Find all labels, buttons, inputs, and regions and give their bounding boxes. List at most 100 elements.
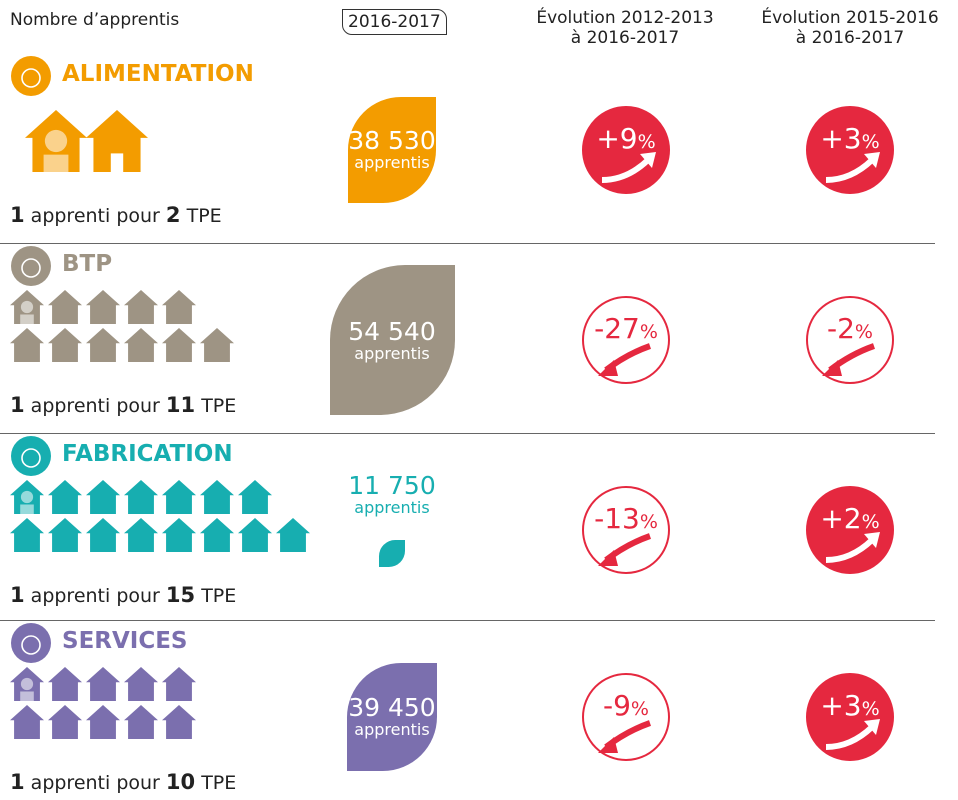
evolution-unit: % bbox=[639, 511, 658, 533]
apprentice-blob bbox=[378, 540, 406, 567]
sector-icon bbox=[11, 56, 51, 96]
apprentice-blob: 38 530 apprentis bbox=[347, 97, 437, 203]
header-line: Évolution 2015-2016 bbox=[761, 8, 939, 28]
separator bbox=[0, 433, 935, 434]
evolution-value: -13% bbox=[584, 502, 668, 535]
evolution-number: -27 bbox=[594, 312, 640, 345]
evolution-arrow bbox=[598, 343, 651, 376]
house bbox=[162, 290, 196, 324]
evolution-badge: +3% bbox=[806, 106, 894, 194]
house bbox=[162, 480, 196, 514]
evolution-unit: % bbox=[861, 698, 880, 720]
separator bbox=[0, 243, 935, 244]
evolution-number: -2 bbox=[827, 312, 855, 345]
icon-glyph bbox=[21, 68, 41, 88]
header-line: à 2016-2017 bbox=[795, 28, 905, 48]
house-door bbox=[110, 153, 124, 172]
ratio-tpe: 15 bbox=[165, 583, 196, 607]
ratio-suffix: TPE bbox=[201, 772, 237, 794]
arrow-head bbox=[864, 152, 880, 168]
ratio-label: apprenti pour bbox=[30, 395, 160, 417]
evolution-number: +9 bbox=[596, 122, 638, 155]
sector-icon bbox=[11, 623, 51, 663]
ratio-suffix: TPE bbox=[201, 395, 237, 417]
separator bbox=[0, 620, 935, 621]
evolution-value: +3% bbox=[808, 689, 892, 722]
house bbox=[10, 518, 44, 552]
ratio-tpe: 10 bbox=[165, 770, 196, 794]
house bbox=[200, 518, 234, 552]
houses bbox=[25, 110, 148, 172]
house bbox=[86, 518, 120, 552]
year-header: 2016-2017 bbox=[342, 9, 447, 35]
evolution-unit: % bbox=[637, 131, 656, 153]
apprentice-count: 39 450 bbox=[348, 693, 436, 723]
apprentice-head bbox=[20, 677, 34, 691]
house bbox=[276, 518, 310, 552]
house bbox=[124, 328, 158, 362]
houses bbox=[10, 290, 234, 362]
evolution-arrow bbox=[825, 532, 880, 563]
evolution-value: +2% bbox=[808, 502, 892, 535]
apprentice-head bbox=[20, 300, 34, 314]
house bbox=[124, 705, 158, 739]
icon-bg bbox=[11, 246, 51, 286]
house bbox=[86, 328, 120, 362]
house bbox=[238, 518, 272, 552]
house bbox=[48, 667, 82, 701]
evolution-arrow bbox=[601, 152, 656, 183]
apprentice-unit: apprentis bbox=[354, 153, 430, 173]
apprentice-head bbox=[44, 129, 68, 153]
house bbox=[200, 328, 234, 362]
evolution-unit: % bbox=[861, 131, 880, 153]
header-line: Évolution 2012-2013 bbox=[536, 8, 714, 28]
apprentice-unit: apprentis bbox=[354, 498, 430, 517]
evolution-badge: -9% bbox=[582, 673, 670, 761]
apprentice-head bbox=[20, 490, 34, 504]
evolution-arrow bbox=[825, 719, 880, 750]
sector-icon bbox=[11, 246, 51, 286]
apprentice-blob: 54 540 apprentis bbox=[329, 265, 455, 415]
arrow-shaft bbox=[825, 724, 875, 750]
house bbox=[86, 667, 120, 701]
house bbox=[86, 705, 120, 739]
house bbox=[162, 705, 196, 739]
arrow-shaft bbox=[825, 157, 875, 183]
ratio-text: 1 apprenti pour 10 TPE bbox=[10, 770, 236, 794]
house bbox=[86, 290, 120, 324]
evolution-number: +3 bbox=[820, 689, 862, 722]
arrow-shaft bbox=[601, 157, 651, 183]
sector-title: FABRICATION bbox=[62, 441, 233, 467]
ratio-label: apprenti pour bbox=[30, 585, 160, 607]
apprentice-label: 11 750 apprentis bbox=[332, 473, 452, 517]
evolution-value: +9% bbox=[584, 122, 668, 155]
ratio-suffix: TPE bbox=[186, 205, 222, 227]
evolution-number: -13 bbox=[594, 502, 640, 535]
house bbox=[10, 328, 44, 362]
house bbox=[48, 328, 82, 362]
apprentice-unit: apprentis bbox=[354, 720, 430, 740]
ratio-suffix: TPE bbox=[201, 585, 237, 607]
arrow-head bbox=[822, 360, 842, 376]
icon-glyph bbox=[21, 635, 41, 655]
ratio-apprentice: 1 bbox=[10, 770, 25, 794]
evolution-unit: % bbox=[854, 321, 873, 343]
house bbox=[86, 110, 148, 172]
evolution-arrow bbox=[598, 720, 651, 753]
evolution-arrow bbox=[822, 343, 875, 376]
apprentice-body bbox=[20, 504, 34, 514]
apprentice-count: 54 540 bbox=[348, 316, 436, 346]
ratio-tpe: 2 bbox=[165, 203, 181, 227]
houses bbox=[10, 480, 310, 552]
ratio-text: 1 apprenti pour 15 TPE bbox=[10, 583, 236, 607]
arrow-head bbox=[598, 737, 618, 753]
evolution-value: -2% bbox=[808, 312, 892, 345]
house bbox=[124, 290, 158, 324]
evolution-value: -9% bbox=[584, 689, 668, 722]
house bbox=[124, 518, 158, 552]
ratio-apprentice: 1 bbox=[10, 203, 25, 227]
icon-bg bbox=[11, 436, 51, 476]
evolution-badge: +2% bbox=[806, 486, 894, 574]
evolution-badge: -2% bbox=[806, 296, 894, 384]
